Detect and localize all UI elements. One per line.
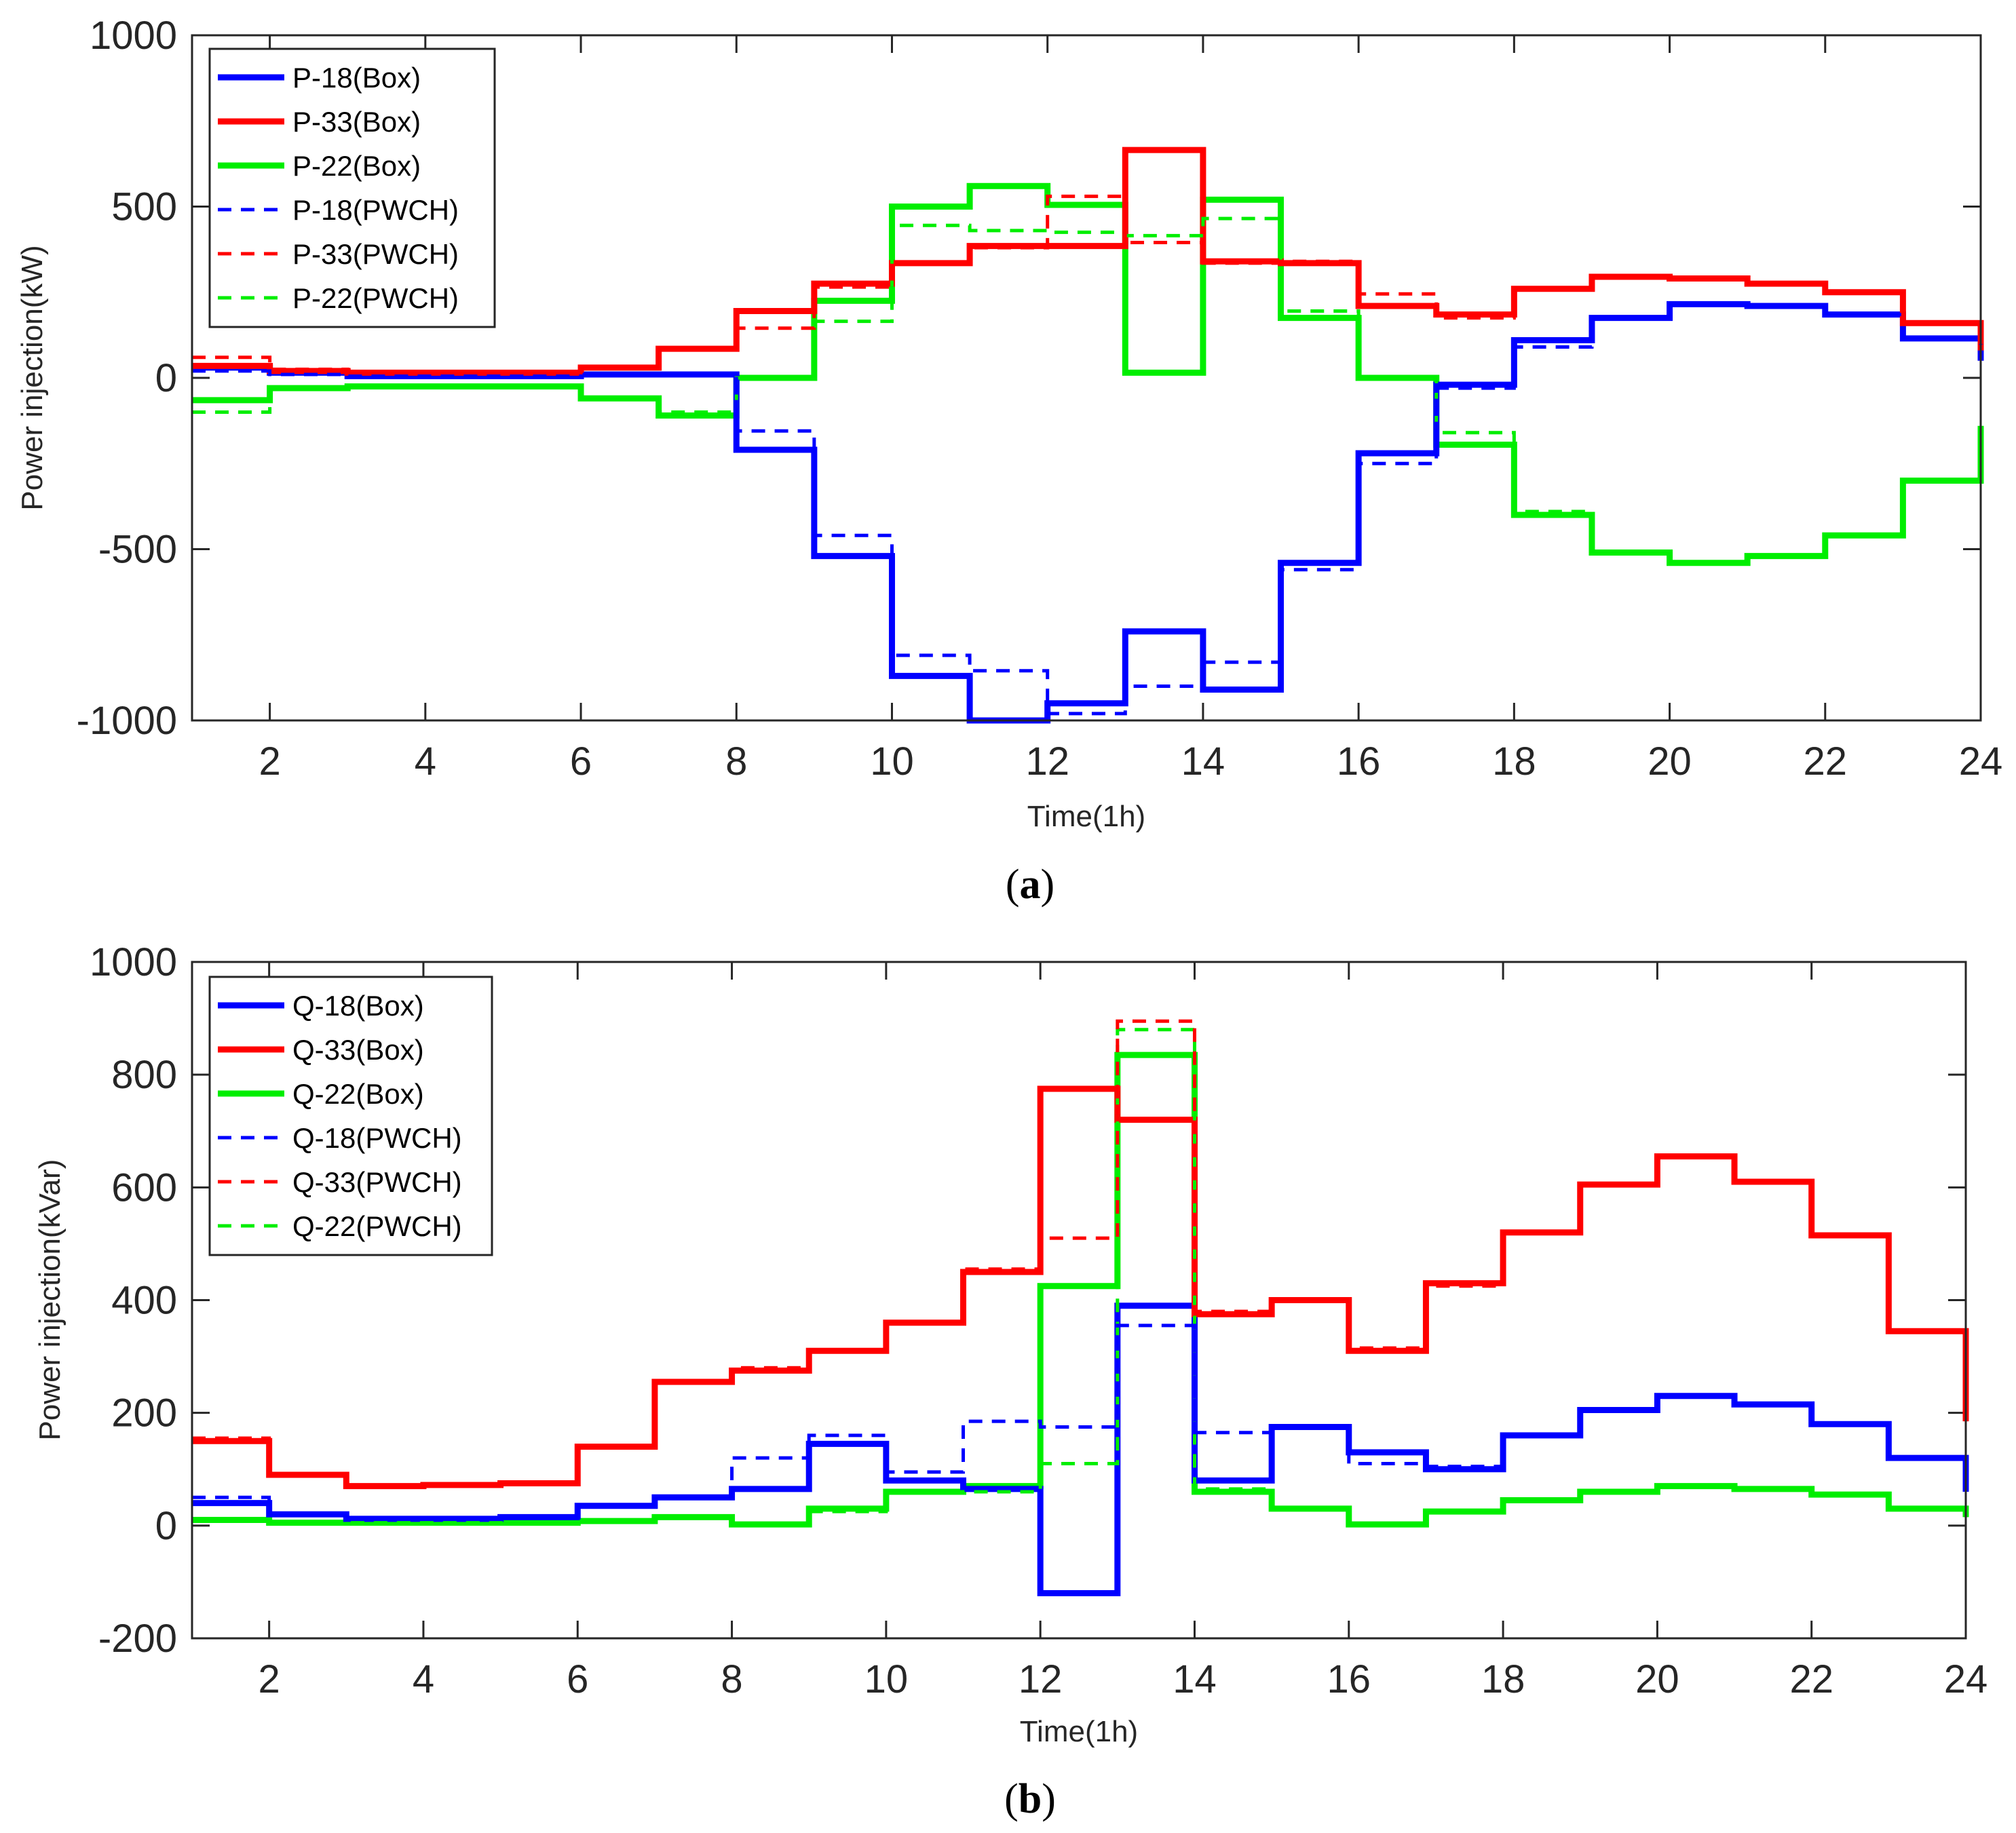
legend-label: P-22(PWCH) bbox=[292, 282, 459, 314]
x-tick-label: 18 bbox=[1492, 739, 1536, 784]
legend-a: P-18(Box) P-33(Box) P-22(Box) P-18(PWCH) P-3… bbox=[208, 47, 496, 328]
series-line-p-18-pwch bbox=[192, 302, 1983, 716]
legend-label: Q-18(PWCH) bbox=[292, 1122, 462, 1154]
legend-label: Q-22(PWCH) bbox=[292, 1210, 462, 1242]
x-tick-label: 10 bbox=[864, 1657, 909, 1701]
y-tick-label: 0 bbox=[155, 1504, 177, 1548]
y-tick-label: 1000 bbox=[90, 14, 177, 58]
panel-caption-a: (a) bbox=[1006, 862, 1054, 908]
legend-box bbox=[208, 976, 493, 1256]
y-axis-label-a: Power injection(kW) bbox=[16, 245, 49, 510]
x-tick-label: 20 bbox=[1635, 1657, 1679, 1701]
series-line-q-18-pwch bbox=[192, 1324, 1968, 1521]
axes-b: 2 4 6 8 10 12 14 16 18 20 22 24-2000200400600800100… bbox=[90, 940, 1988, 1701]
series-lines-a bbox=[192, 147, 1984, 724]
legend-box bbox=[208, 47, 496, 328]
legend-label: P-22(Box) bbox=[292, 150, 421, 182]
y-tick-label: 800 bbox=[111, 1053, 177, 1097]
x-tick-label: 6 bbox=[570, 739, 592, 784]
series-line-q-33-pwch bbox=[192, 1019, 1968, 1488]
x-tick-label: 16 bbox=[1327, 1657, 1371, 1701]
y-tick-label: 500 bbox=[111, 185, 177, 229]
y-tick-label: 1000 bbox=[90, 940, 177, 984]
x-tick-label: 6 bbox=[567, 1657, 588, 1701]
y-tick-label: -500 bbox=[98, 528, 177, 572]
y-axis-label-b: Power injection(kVar) bbox=[33, 1159, 66, 1441]
panel-caption-b: (b) bbox=[1004, 1776, 1056, 1822]
x-tick-label: 24 bbox=[1944, 1657, 1988, 1701]
legend-label: P-33(PWCH) bbox=[292, 238, 459, 270]
y-tick-label: 600 bbox=[111, 1165, 177, 1210]
x-tick-label: 24 bbox=[1959, 739, 2003, 784]
x-tick-label: 8 bbox=[725, 739, 747, 784]
x-tick-label: 20 bbox=[1648, 739, 1692, 784]
x-tick-label: 14 bbox=[1181, 739, 1225, 784]
series-lines-b bbox=[192, 1019, 1969, 1597]
x-tick-label: 4 bbox=[413, 1657, 434, 1701]
x-tick-label: 12 bbox=[1025, 739, 1069, 784]
legend-label: P-18(PWCH) bbox=[292, 194, 459, 226]
legend-label: P-33(Box) bbox=[292, 106, 421, 138]
axes-frame-a bbox=[191, 34, 1982, 722]
x-tick-label: 22 bbox=[1789, 1657, 1833, 1701]
chart-panel-b: 2 4 6 8 10 12 14 16 18 20 22 24-2000200400600800100… bbox=[33, 940, 1988, 1822]
legend-label: Q-33(Box) bbox=[292, 1034, 424, 1066]
legend-label: Q-18(Box) bbox=[292, 990, 424, 1022]
x-tick-label: 14 bbox=[1173, 1657, 1217, 1701]
y-tick-label: -1000 bbox=[77, 699, 177, 743]
x-axis-label-a: Time(1h) bbox=[1027, 800, 1145, 833]
legend-label: Q-33(PWCH) bbox=[292, 1166, 462, 1198]
x-tick-label: 8 bbox=[721, 1657, 742, 1701]
legend-b: Q-18(Box) Q-33(Box) Q-22(Box) Q-18(PWCH) Q-3… bbox=[208, 976, 493, 1256]
x-tick-label: 22 bbox=[1804, 739, 1848, 784]
x-tick-label: 2 bbox=[259, 1657, 280, 1701]
x-tick-label: 10 bbox=[870, 739, 914, 784]
series-line-q-22-pwch bbox=[192, 1028, 1968, 1526]
y-tick-label: 200 bbox=[111, 1391, 177, 1435]
x-tick-label: 4 bbox=[415, 739, 436, 784]
y-tick-label: 0 bbox=[155, 356, 177, 400]
axes-frame-b bbox=[191, 961, 1967, 1640]
y-tick-label: -200 bbox=[98, 1617, 177, 1661]
x-tick-label: 18 bbox=[1481, 1657, 1525, 1701]
x-tick-label: 2 bbox=[259, 739, 280, 784]
y-tick-label: 400 bbox=[111, 1279, 177, 1323]
x-tick-label: 12 bbox=[1019, 1657, 1063, 1701]
legend-label: Q-22(Box) bbox=[292, 1078, 424, 1110]
legend-label: P-18(Box) bbox=[292, 62, 421, 94]
x-axis-label-b: Time(1h) bbox=[1020, 1715, 1138, 1748]
x-tick-label: 16 bbox=[1337, 739, 1381, 784]
